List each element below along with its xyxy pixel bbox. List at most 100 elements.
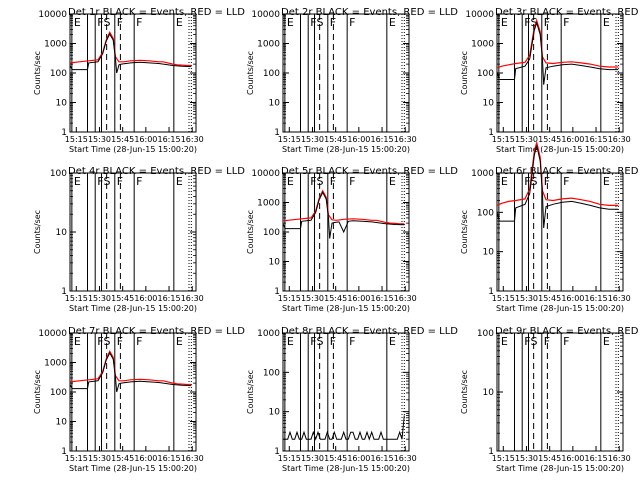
x-tick-label: 16:15 <box>371 135 394 144</box>
y-tick-label: 10000 <box>251 169 280 179</box>
x-tick-label: 15:45 <box>324 454 347 463</box>
x-axis-label: Start Time (28-Jun-15 15:00:20) <box>69 464 197 473</box>
events-series-line <box>496 21 619 85</box>
panel-title: Det 3r BLACK = Events, RED = LLD <box>495 7 640 18</box>
y-axis-label: Counts/sec <box>33 210 42 254</box>
time-marker-label: E <box>74 16 81 29</box>
time-marker-label: E <box>603 16 610 29</box>
y-axis-label: Counts/sec <box>246 210 255 254</box>
y-axis-label: Counts/sec <box>33 370 42 414</box>
time-marker-label: E <box>603 175 610 188</box>
x-tick-label: 15:45 <box>324 294 347 303</box>
panel-9: Det 9r BLACK = Events, RED = LLD 1 10 100 Co… <box>460 326 640 473</box>
x-axis-label: Start Time (28-Jun-15 15:00:20) <box>282 145 410 154</box>
y-tick-label: 100 <box>263 368 280 378</box>
y-tick-label: 10 <box>56 99 68 109</box>
x-tick-label: 16:15 <box>585 454 608 463</box>
time-marker-label: F <box>136 16 142 29</box>
lld-series-line <box>282 189 405 225</box>
x-tick-label: 15:30 <box>301 454 324 463</box>
time-marker-label: E <box>287 175 294 188</box>
y-tick-label: 100 <box>477 69 494 79</box>
time-marker-label: E <box>74 175 81 188</box>
x-tick-label: 15:15 <box>492 135 515 144</box>
x-tick-label: 16:00 <box>347 454 370 463</box>
panel-7: Det 7r BLACK = Events, RED = LLD 1 10 100 10… <box>33 326 245 473</box>
time-marker-label: E <box>176 335 183 348</box>
panel-title: Det 1r BLACK = Events, RED = LLD <box>68 7 245 18</box>
y-tick-label: 10 <box>269 258 281 268</box>
y-tick-label: 1 <box>61 447 67 457</box>
events-series-line <box>283 415 405 441</box>
time-marker-label: S <box>104 175 111 188</box>
x-tick-label: 16:30 <box>394 135 417 144</box>
time-marker-label: S <box>317 335 324 348</box>
time-marker-label: E <box>603 335 610 348</box>
x-tick-label: 15:45 <box>324 135 347 144</box>
x-tick-label: 15:45 <box>111 135 134 144</box>
y-tick-label: 1 <box>488 128 494 138</box>
time-marker-label: S <box>531 335 538 348</box>
y-tick-label: 1 <box>61 287 67 297</box>
time-marker-label: F <box>117 16 123 29</box>
x-tick-label: 16:15 <box>585 294 608 303</box>
y-tick-label: 100 <box>50 69 67 79</box>
time-marker-label: F <box>117 175 123 188</box>
time-marker-label: F <box>97 16 103 29</box>
x-axis-label: Start Time (28-Jun-15 15:00:20) <box>69 304 197 313</box>
events-series-line <box>69 32 192 74</box>
y-tick-label: 1 <box>274 287 280 297</box>
lld-series-line <box>69 30 192 67</box>
x-tick-label: 16:00 <box>561 294 584 303</box>
y-tick-label: 100 <box>263 69 280 79</box>
y-tick-label: 10 <box>269 408 281 418</box>
panel-title: Det 7r BLACK = Events, RED = LLD <box>68 326 245 337</box>
time-marker-label: E <box>74 335 81 348</box>
x-tick-label: 15:45 <box>111 294 134 303</box>
x-axis-label: Start Time (28-Jun-15 15:00:20) <box>69 145 197 154</box>
y-tick-label: 10000 <box>251 10 280 20</box>
panel-6: Det 6r BLACK = Events, RED = LLD 1 10 100 10… <box>460 142 640 313</box>
x-tick-label: 16:30 <box>181 294 204 303</box>
time-marker-label: E <box>287 335 294 348</box>
y-tick-label: 1 <box>488 447 494 457</box>
y-tick-label: 10 <box>483 99 495 109</box>
x-tick-label: 16:30 <box>608 135 631 144</box>
panel-1: Det 1r BLACK = Events, RED = LLD 1 10 100 10… <box>33 7 245 154</box>
y-tick-label: 100 <box>50 169 67 179</box>
time-marker-label: F <box>563 16 569 29</box>
x-tick-label: 16:30 <box>394 294 417 303</box>
time-marker-label: E <box>389 335 396 348</box>
x-axis-label: Start Time (28-Jun-15 15:00:20) <box>496 304 624 313</box>
time-marker-label: F <box>136 175 142 188</box>
x-tick-label: 16:15 <box>158 135 181 144</box>
y-tick-label: 100 <box>477 329 494 339</box>
time-marker-label: S <box>104 16 111 29</box>
y-axis-label: Counts/sec <box>460 51 469 95</box>
x-tick-label: 15:15 <box>492 294 515 303</box>
panel-title: Det 9r BLACK = Events, RED = LLD <box>495 326 640 337</box>
time-marker-label: S <box>104 335 111 348</box>
plot-frame <box>496 13 624 133</box>
time-marker-label: S <box>531 175 538 188</box>
x-tick-label: 15:30 <box>88 294 111 303</box>
x-tick-label: 15:30 <box>515 294 538 303</box>
panel-8: Det 8r BLACK = Events, RED = LLD 1 10 100 10… <box>246 326 458 473</box>
lld-series-line <box>69 349 192 386</box>
plot-frame <box>496 172 624 292</box>
y-tick-label: 1 <box>488 287 494 297</box>
x-tick-label: 15:30 <box>88 454 111 463</box>
time-marker-label: E <box>287 16 294 29</box>
x-tick-label: 16:00 <box>561 454 584 463</box>
time-marker-label: E <box>501 335 508 348</box>
y-tick-label: 10 <box>56 228 68 238</box>
y-tick-label: 10 <box>483 248 495 258</box>
x-tick-label: 15:15 <box>65 294 88 303</box>
x-axis-label: Start Time (28-Jun-15 15:00:20) <box>496 145 624 154</box>
y-tick-label: 100 <box>50 388 67 398</box>
panel-title: Det 8r BLACK = Events, RED = LLD <box>281 326 458 337</box>
x-tick-label: 16:30 <box>181 135 204 144</box>
x-tick-label: 15:45 <box>111 454 134 463</box>
y-tick-label: 10 <box>483 388 495 398</box>
x-tick-label: 15:30 <box>88 135 111 144</box>
